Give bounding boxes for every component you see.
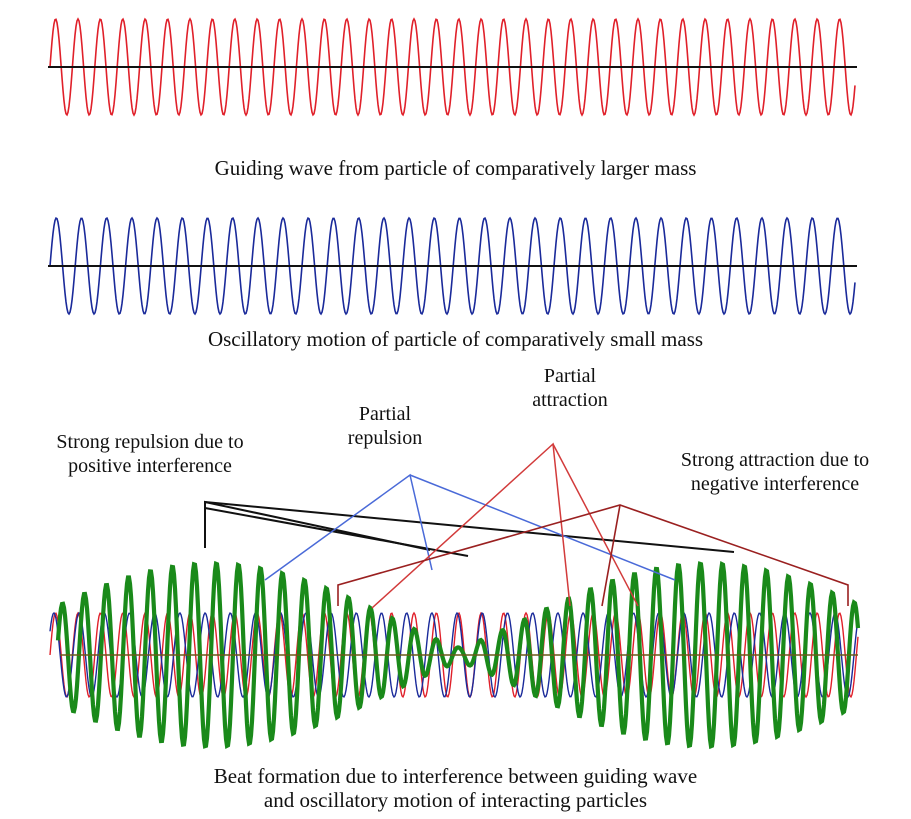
- partial-attraction-pointer-b: [552, 443, 639, 607]
- beat-envelope-line: [55, 560, 861, 750]
- beat-guiding-wave-line: [49, 611, 859, 699]
- beat-caption-line2: and oscillatory motion of interacting pa…: [263, 788, 648, 812]
- strong-attraction-label-line1: Strong attraction due to: [680, 449, 870, 471]
- strong-repulsion-label-line2: positive interference: [68, 455, 232, 477]
- beat-caption: Beat formation due to interference betwe…: [0, 764, 911, 812]
- beat-plot: [49, 560, 861, 750]
- partial-attraction-label-line2: attraction: [532, 389, 608, 411]
- oscillatory-motion-line: [49, 216, 856, 316]
- beat-caption-line1: Beat formation due to interference betwe…: [213, 764, 698, 788]
- strong-repulsion-pointer-right: [204, 501, 735, 553]
- guiding-wave-line: [49, 17, 856, 117]
- strong-attraction-label: Strong attraction due to negative interf…: [640, 448, 910, 496]
- strong-repulsion-pointer-mid: [204, 507, 469, 557]
- strong-repulsion-label-line1: Strong repulsion due to: [56, 431, 244, 453]
- partial-repulsion-label: Partial repulsion: [320, 402, 450, 450]
- guiding-wave-plot: [48, 17, 857, 117]
- pointer-lines: [204, 442, 849, 609]
- oscillatory-motion-caption: Oscillatory motion of particle of compar…: [207, 327, 704, 351]
- beat-oscillatory-line: [49, 611, 859, 699]
- oscillatory-motion-plot: [48, 216, 857, 316]
- strong-attraction-pointer-mid: [601, 504, 621, 607]
- partial-repulsion-label-line1: Partial: [358, 403, 412, 425]
- strong-attraction-label-line2: negative interference: [690, 473, 860, 495]
- partial-repulsion-pointer-a: [264, 473, 433, 581]
- guiding-wave-caption: Guiding wave from particle of comparativ…: [214, 156, 697, 180]
- partial-attraction-label-line1: Partial: [543, 365, 597, 387]
- strong-repulsion-label: Strong repulsion due to positive interfe…: [10, 430, 290, 478]
- partial-attraction-label: Partial attraction: [500, 364, 640, 412]
- partial-repulsion-label-line2: repulsion: [347, 427, 423, 449]
